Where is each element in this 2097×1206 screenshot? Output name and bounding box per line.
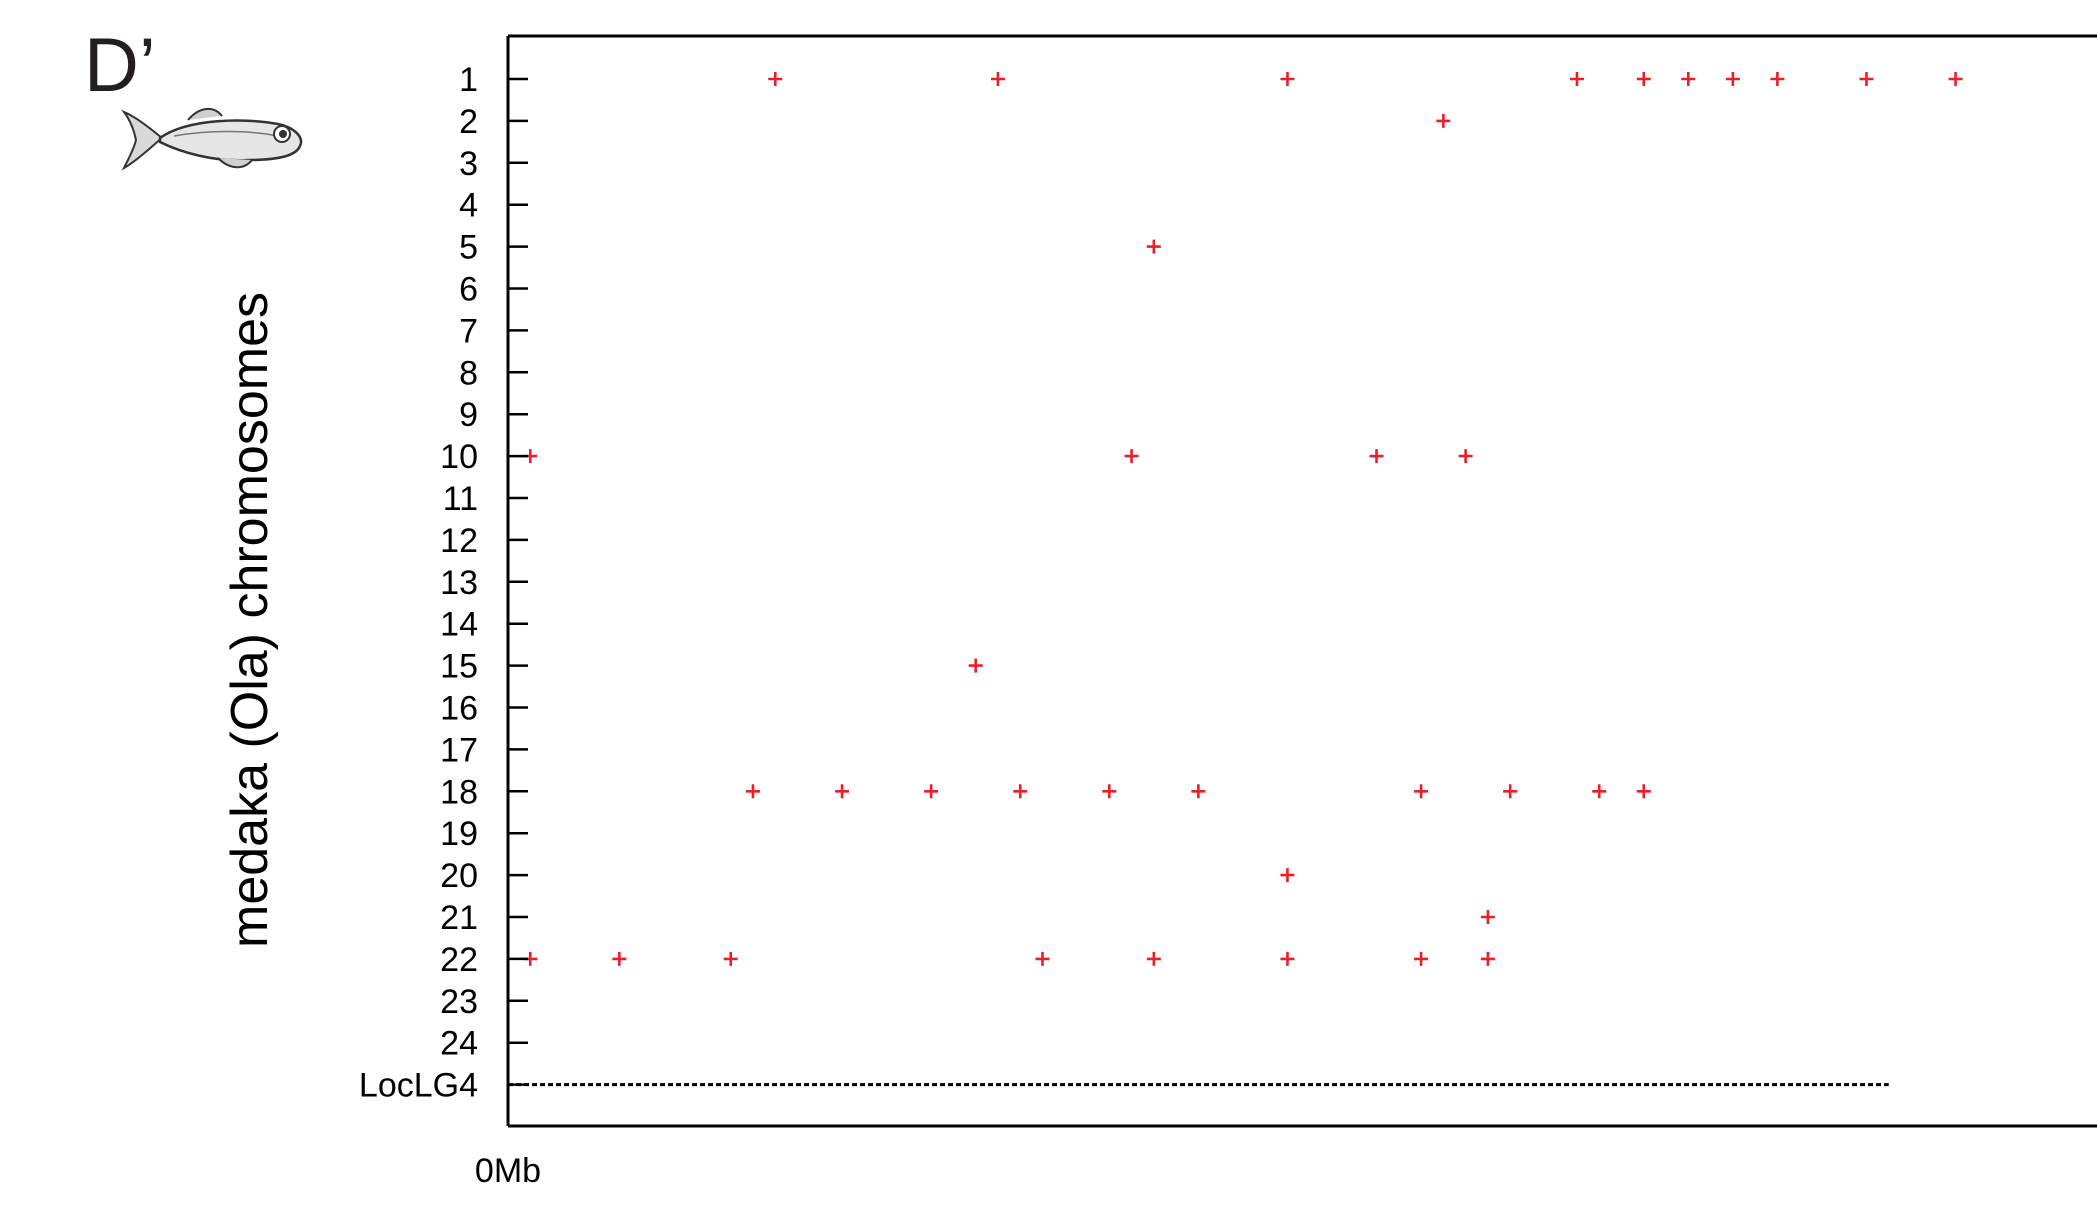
hit-marker [1636, 72, 1651, 86]
y-tick-label: 15 [440, 648, 478, 686]
hit-marker [745, 784, 760, 799]
hit-marker [924, 784, 939, 799]
hit-marker [1948, 72, 1963, 86]
y-tick-label: 14 [440, 606, 478, 644]
hit-marker [835, 784, 850, 799]
hit-marker [1436, 113, 1451, 128]
hit-marker [1414, 784, 1429, 799]
hit-marker [1280, 868, 1295, 883]
y-tick-label: 8 [459, 354, 478, 392]
hit-marker [1146, 951, 1161, 966]
hit-marker [1458, 449, 1473, 464]
hit-marker [1725, 72, 1740, 86]
y-tick-label: 16 [440, 690, 478, 728]
y-tick-label: 3 [459, 145, 478, 183]
hit-marker [1636, 784, 1651, 799]
hit-marker [1681, 72, 1696, 86]
hit-marker [1770, 72, 1785, 86]
hit-marker [612, 951, 627, 966]
hit-marker [768, 72, 783, 86]
y-tick-label: 11 [443, 480, 478, 518]
y-tick-label: 9 [459, 396, 478, 434]
hit-marker [723, 951, 738, 966]
y-tick-label: 10 [440, 438, 478, 476]
y-tick-label: 4 [459, 187, 478, 225]
hit-marker [1369, 449, 1384, 464]
y-tick-label: 21 [440, 899, 478, 937]
hit-marker [1503, 784, 1518, 799]
y-tick-label: 1 [459, 61, 478, 99]
y-tick-label: 7 [459, 312, 478, 350]
hit-marker [968, 658, 983, 673]
hit-marker [1859, 72, 1874, 86]
hit-marker [1280, 72, 1295, 86]
x-tick-label: 0Mb [475, 1152, 541, 1190]
hit-marker [1480, 951, 1495, 966]
y-tick-label: 12 [440, 522, 478, 560]
hit-marker [1102, 784, 1117, 799]
hit-marker [1569, 72, 1584, 86]
hit-marker [1280, 951, 1295, 966]
hit-marker [1191, 784, 1206, 799]
hit-marker [1414, 951, 1429, 966]
y-tick-label: 18 [440, 773, 478, 811]
hit-marker [1480, 910, 1495, 924]
axes-layer: 123456789101112131415161718192021222324L… [359, 34, 2097, 1190]
y-tick-label: 6 [459, 271, 478, 309]
hit-marker [1146, 239, 1161, 254]
hit-marker [990, 72, 1005, 86]
y-tick-label: 5 [459, 229, 478, 267]
y-tick-label: 2 [459, 103, 478, 141]
y-tick-label: 23 [440, 983, 478, 1021]
hit-marker [1124, 449, 1139, 464]
hit-marker [1592, 784, 1607, 799]
y-tick-label: 20 [440, 857, 478, 895]
reference-track-layer [508, 1083, 1889, 1087]
y-tick-label: 17 [440, 731, 478, 769]
y-tick-label: 13 [440, 564, 478, 602]
y-tick-label: 19 [440, 815, 478, 853]
medaka-fish-icon [120, 108, 303, 171]
hit-marker [1035, 951, 1050, 966]
hit-marker [1013, 784, 1028, 799]
y-tick-label: 24 [440, 1025, 478, 1063]
hits-layer [523, 72, 1963, 966]
y-tick-label: LocLG4 [359, 1067, 478, 1105]
y-tick-label: 22 [440, 941, 478, 979]
panel-label: D’ [84, 23, 156, 108]
